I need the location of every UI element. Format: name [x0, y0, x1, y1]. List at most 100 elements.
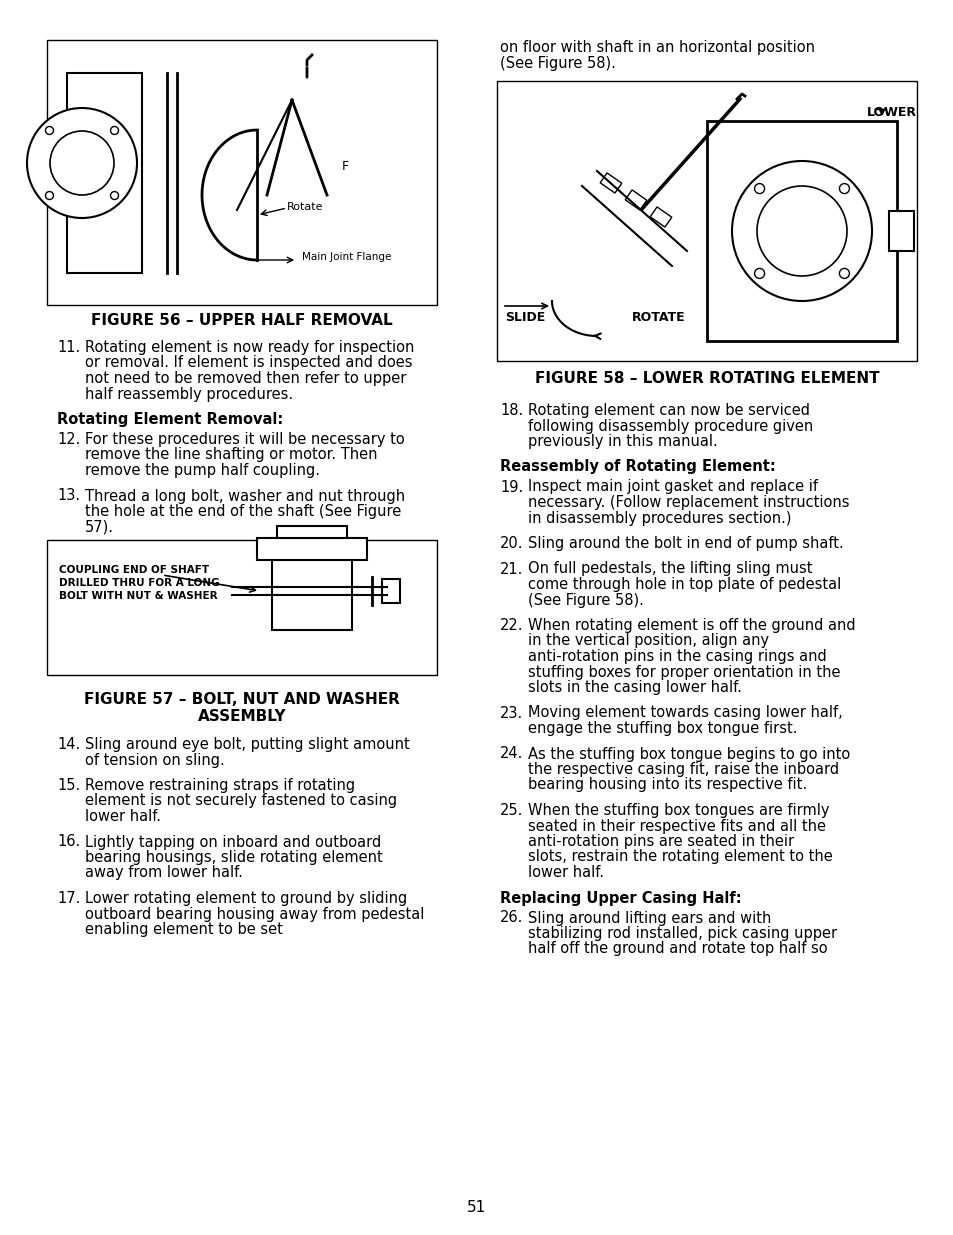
Text: 26.: 26.	[499, 910, 523, 925]
Text: bearing housing into its respective fit.: bearing housing into its respective fit.	[527, 778, 806, 793]
Bar	[624, 190, 646, 210]
Text: lower half.: lower half.	[527, 864, 603, 881]
Text: When the stuffing box tongues are firmly: When the stuffing box tongues are firmly	[527, 803, 828, 818]
Text: remove the line shafting or motor. Then: remove the line shafting or motor. Then	[85, 447, 377, 462]
Text: 51: 51	[467, 1200, 486, 1215]
Circle shape	[46, 191, 53, 200]
Bar	[256, 538, 367, 559]
Text: stuffing boxes for proper orientation in the: stuffing boxes for proper orientation in…	[527, 664, 840, 679]
Circle shape	[111, 126, 118, 135]
Text: enabling element to be set: enabling element to be set	[85, 923, 283, 937]
Bar	[67, 73, 142, 273]
Text: For these procedures it will be necessary to: For these procedures it will be necessar…	[85, 432, 404, 447]
Text: 25.: 25.	[499, 803, 523, 818]
Text: remove the pump half coupling.: remove the pump half coupling.	[85, 463, 319, 478]
Text: Lightly tapping on inboard and outboard: Lightly tapping on inboard and outboard	[85, 835, 381, 850]
Text: On full pedestals, the lifting sling must: On full pedestals, the lifting sling mus…	[527, 562, 812, 577]
Text: When rotating element is off the ground and: When rotating element is off the ground …	[527, 618, 855, 634]
Text: on floor with shaft in an horizontal position: on floor with shaft in an horizontal pos…	[499, 40, 814, 56]
Text: in the vertical position, align any: in the vertical position, align any	[527, 634, 768, 648]
Text: Sling around the bolt in end of pump shaft.: Sling around the bolt in end of pump sha…	[527, 536, 842, 551]
Text: following disassembly procedure given: following disassembly procedure given	[527, 419, 812, 433]
Bar	[47, 40, 436, 305]
Text: necessary. (Follow replacement instructions: necessary. (Follow replacement instructi…	[527, 495, 848, 510]
Text: Replacing Upper Casing Half:: Replacing Upper Casing Half:	[499, 890, 740, 905]
Text: 24.: 24.	[499, 746, 523, 762]
Bar	[706, 121, 896, 341]
Text: slots, restrain the rotating element to the: slots, restrain the rotating element to …	[527, 850, 832, 864]
Text: Thread a long bolt, washer and nut through: Thread a long bolt, washer and nut throu…	[85, 489, 405, 504]
Circle shape	[27, 107, 137, 219]
Text: Rotate: Rotate	[287, 203, 323, 212]
Bar	[381, 579, 399, 603]
Text: 14.: 14.	[57, 737, 80, 752]
Text: COUPLING END OF SHAFT: COUPLING END OF SHAFT	[59, 564, 209, 576]
Text: Remove restraining straps if rotating: Remove restraining straps if rotating	[85, 778, 355, 793]
Text: the hole at the end of the shaft (See Figure: the hole at the end of the shaft (See Fi…	[85, 504, 401, 519]
Text: 12.: 12.	[57, 432, 80, 447]
Text: ASSEMBLY: ASSEMBLY	[197, 709, 286, 724]
Text: half reassembly procedures.: half reassembly procedures.	[85, 387, 293, 401]
Text: 13.: 13.	[57, 489, 80, 504]
Text: Sling around lifting ears and with: Sling around lifting ears and with	[527, 910, 771, 925]
Circle shape	[46, 126, 53, 135]
Text: FIGURE 58 – LOWER ROTATING ELEMENT: FIGURE 58 – LOWER ROTATING ELEMENT	[534, 370, 879, 387]
Text: previously in this manual.: previously in this manual.	[527, 433, 717, 450]
Bar	[599, 173, 621, 193]
Text: Sling around eye bolt, putting slight amount: Sling around eye bolt, putting slight am…	[85, 737, 410, 752]
Text: BOLT WITH NUT & WASHER: BOLT WITH NUT & WASHER	[59, 592, 217, 601]
Circle shape	[839, 184, 848, 194]
Text: (See Figure 58).: (See Figure 58).	[499, 56, 616, 70]
Text: 18.: 18.	[499, 403, 522, 417]
Text: Rotating element can now be serviced: Rotating element can now be serviced	[527, 403, 809, 417]
Circle shape	[839, 268, 848, 278]
Text: 16.: 16.	[57, 835, 80, 850]
Text: 22.: 22.	[499, 618, 523, 634]
Text: slots in the casing lower half.: slots in the casing lower half.	[527, 680, 741, 695]
Circle shape	[754, 268, 763, 278]
Text: Lower rotating element to ground by sliding: Lower rotating element to ground by slid…	[85, 890, 407, 906]
Bar	[47, 540, 436, 676]
Text: seated in their respective fits and all the: seated in their respective fits and all …	[527, 819, 825, 834]
Text: (See Figure 58).: (See Figure 58).	[527, 593, 643, 608]
Text: element is not securely fastened to casing: element is not securely fastened to casi…	[85, 794, 396, 809]
Text: or removal. If element is inspected and does: or removal. If element is inspected and …	[85, 356, 412, 370]
Text: SLIDE: SLIDE	[504, 311, 545, 324]
Text: bearing housings, slide rotating element: bearing housings, slide rotating element	[85, 850, 382, 864]
Text: 21.: 21.	[499, 562, 523, 577]
Text: the respective casing fit, raise the inboard: the respective casing fit, raise the inb…	[527, 762, 839, 777]
Text: DRILLED THRU FOR A LONG: DRILLED THRU FOR A LONG	[59, 578, 219, 588]
Text: of tension on sling.: of tension on sling.	[85, 752, 225, 767]
Text: ROTATE: ROTATE	[631, 311, 685, 324]
Text: stabilizing rod installed, pick casing upper: stabilizing rod installed, pick casing u…	[527, 926, 836, 941]
Text: half off the ground and rotate top half so: half off the ground and rotate top half …	[527, 941, 827, 956]
Text: outboard bearing housing away from pedestal: outboard bearing housing away from pedes…	[85, 906, 424, 921]
Bar	[888, 211, 913, 251]
Text: 15.: 15.	[57, 778, 80, 793]
Text: FIGURE 56 – UPPER HALF REMOVAL: FIGURE 56 – UPPER HALF REMOVAL	[91, 312, 393, 329]
Circle shape	[754, 184, 763, 194]
Text: 11.: 11.	[57, 340, 80, 354]
Text: away from lower half.: away from lower half.	[85, 866, 243, 881]
Text: 17.: 17.	[57, 890, 80, 906]
Text: engage the stuffing box tongue first.: engage the stuffing box tongue first.	[527, 721, 797, 736]
Circle shape	[731, 161, 871, 301]
Bar	[497, 82, 916, 361]
Text: Rotating element is now ready for inspection: Rotating element is now ready for inspec…	[85, 340, 414, 354]
Text: lower half.: lower half.	[85, 809, 161, 824]
Text: As the stuffing box tongue begins to go into: As the stuffing box tongue begins to go …	[527, 746, 849, 762]
Circle shape	[111, 191, 118, 200]
Text: Moving element towards casing lower half,: Moving element towards casing lower half…	[527, 705, 841, 720]
Circle shape	[757, 186, 846, 275]
Text: FIGURE 57 – BOLT, NUT AND WASHER: FIGURE 57 – BOLT, NUT AND WASHER	[84, 692, 399, 706]
Text: anti-rotation pins in the casing rings and: anti-rotation pins in the casing rings a…	[527, 650, 826, 664]
Text: in disassembly procedures section.): in disassembly procedures section.)	[527, 510, 791, 526]
Text: not need to be removed then refer to upper: not need to be removed then refer to upp…	[85, 370, 406, 387]
Text: anti-rotation pins are seated in their: anti-rotation pins are seated in their	[527, 834, 793, 848]
Text: come through hole in top plate of pedestal: come through hole in top plate of pedest…	[527, 577, 841, 592]
Text: Reassembly of Rotating Element:: Reassembly of Rotating Element:	[499, 459, 775, 474]
Text: Rotating Element Removal:: Rotating Element Removal:	[57, 412, 283, 427]
Text: Main Joint Flange: Main Joint Flange	[302, 252, 391, 262]
Bar	[276, 526, 347, 538]
Text: Inspect main joint gasket and replace if: Inspect main joint gasket and replace if	[527, 479, 817, 494]
